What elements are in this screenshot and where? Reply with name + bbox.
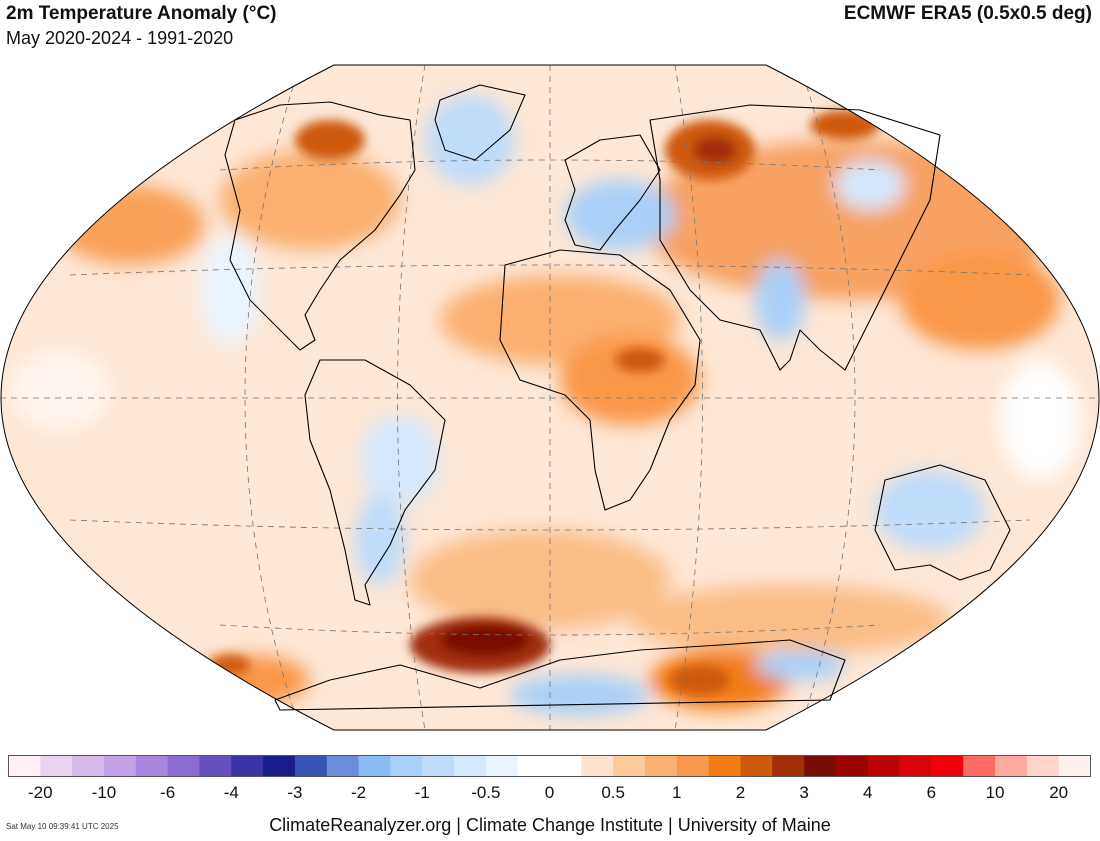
- colorbar-swatch: [294, 755, 328, 777]
- colorbar-swatch: [644, 755, 678, 777]
- colorbar-swatch: [740, 755, 773, 777]
- colorbar-tick-label: 20: [1049, 783, 1068, 802]
- colorbar-swatch: [485, 755, 518, 777]
- colorbar-swatch: [263, 755, 296, 777]
- colorbar-swatch: [40, 755, 73, 777]
- colorbar-tick-label: 10: [986, 783, 1005, 802]
- colorbar-swatch: [167, 755, 200, 777]
- colorbar-swatch: [549, 755, 582, 777]
- colorbar-tick-label: 1: [672, 783, 681, 802]
- greenland-outline: [434, 84, 526, 161]
- colorbar-tick-label: -20: [28, 783, 53, 802]
- colorbar-swatch: [676, 755, 709, 777]
- colorbar-swatch: [931, 755, 964, 777]
- colorbar-swatch: [358, 755, 391, 777]
- europe-outline: [564, 134, 661, 251]
- colorbar-swatches: [8, 755, 1091, 777]
- colorbar-border: [8, 755, 1091, 777]
- dataset-label: ECMWF ERA5 (0.5x0.5 deg): [843, 3, 1092, 24]
- colorbar-swatch: [135, 755, 168, 777]
- footer-credit: ClimateReanalyzer.org | Climate Change I…: [269, 815, 831, 835]
- colorbar-tick-label: -0.5: [471, 783, 500, 802]
- map-subtitle: May 2020-2024 - 1991-2020: [6, 28, 234, 48]
- colorbar-tick-label: 0: [545, 783, 554, 802]
- colorbar-tick-label: -1: [415, 783, 430, 802]
- colorbar-swatch: [963, 755, 996, 777]
- colorbar-swatch: [199, 755, 232, 777]
- colorbar-swatch: [995, 755, 1028, 777]
- colorbar-swatch: [8, 755, 41, 777]
- colorbar-swatch: [804, 755, 837, 777]
- antarctica-outline: [274, 639, 846, 711]
- colorbar-tick-label: -3: [287, 783, 302, 802]
- australia-outline: [874, 464, 1011, 581]
- colorbar-swatch: [867, 755, 900, 777]
- colorbar-swatch: [708, 755, 741, 777]
- colorbar-swatch: [517, 755, 550, 777]
- colorbar-swatch: [581, 755, 614, 777]
- south-america-outline: [304, 359, 446, 606]
- north-america-outline: [224, 101, 416, 351]
- colorbar-labels: -20 -10 -6 -4 -3 -2 -1 -0.5 0 0.5 1 2 3 4 6 10 20: [28, 783, 1068, 802]
- colorbar-swatch: [899, 755, 932, 777]
- colorbar-swatch: [1026, 755, 1059, 777]
- map-title: 2m Temperature Anomaly (°C): [6, 3, 277, 24]
- render-timestamp: Sat May 10 09:39:41 UTC 2025: [6, 822, 119, 831]
- globe-border: [0, 64, 1100, 731]
- colorbar-swatch: [772, 755, 805, 777]
- colorbar-swatch: [454, 755, 487, 777]
- world-anomaly-map: [0, 64, 1100, 731]
- colorbar-swatch: [326, 755, 359, 777]
- colorbar-swatch: [231, 755, 264, 777]
- colorbar-swatch: [613, 755, 646, 777]
- colorbar-swatch: [72, 755, 105, 777]
- colorbar-tick-label: 4: [863, 783, 872, 802]
- colorbar-swatch: [422, 755, 455, 777]
- colorbar-swatch: [390, 755, 423, 777]
- colorbar-tick-label: -2: [351, 783, 366, 802]
- colorbar-swatch: [835, 755, 869, 777]
- asia-outline: [649, 104, 941, 371]
- colorbar-tick-label: 2: [736, 783, 745, 802]
- africa-outline: [499, 249, 701, 511]
- colorbar-swatch: [103, 755, 137, 777]
- graticule: [1, 65, 1099, 730]
- colorbar-tick-label: 6: [927, 783, 936, 802]
- colorbar-tick-label: -10: [92, 783, 117, 802]
- colorbar-swatch: [1058, 755, 1091, 777]
- colorbar-tick-label: -6: [160, 783, 175, 802]
- continent-outlines: [224, 84, 1011, 711]
- colorbar-tick-label: 3: [799, 783, 808, 802]
- colorbar-tick-label: -4: [224, 783, 239, 802]
- colorbar-tick-label: 0.5: [601, 783, 625, 802]
- colorbar: -20 -10 -6 -4 -3 -2 -1 -0.5 0 0.5 1 2 3 4 6 10 20: [8, 755, 1091, 802]
